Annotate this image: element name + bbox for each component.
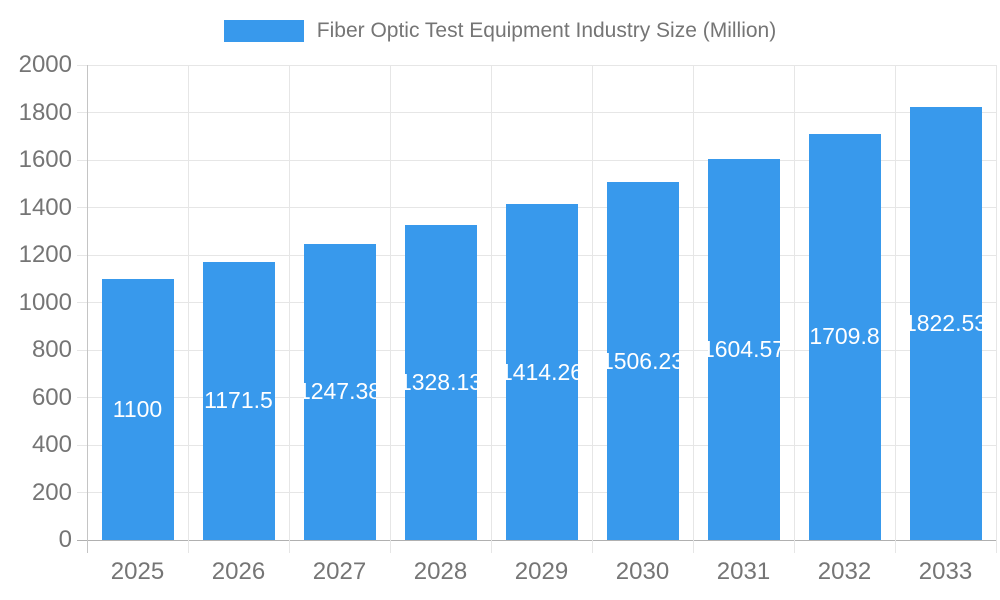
y-axis-label: 400	[31, 431, 72, 458]
bar-text: 1604.57	[707, 335, 780, 362]
y-axis-label: 800	[31, 336, 72, 363]
gridline-vertical	[995, 65, 997, 540]
gridline-horizontal	[87, 112, 996, 113]
bar[interactable]: 1171.5	[202, 261, 275, 540]
bar-text: 1414.26	[505, 358, 578, 385]
gridline-vertical	[288, 65, 290, 540]
bar[interactable]: 1709.8	[808, 133, 881, 540]
y-axis-label: 0	[58, 526, 72, 553]
bar-text: 1506.23	[606, 347, 679, 374]
bar-text: 1171.5	[204, 387, 273, 414]
x-axis-label: 2028	[413, 558, 468, 585]
y-axis-tick	[77, 302, 87, 303]
gridline-vertical	[692, 65, 694, 540]
gridline-vertical	[187, 65, 189, 540]
gridline-vertical	[490, 65, 492, 540]
bar[interactable]: 1100	[101, 278, 174, 540]
bar-text: 1247.38	[303, 378, 376, 405]
gridline-vertical	[86, 65, 88, 540]
bar[interactable]: 1506.23	[606, 182, 679, 540]
y-axis-tick	[77, 397, 87, 398]
gridline-vertical	[894, 65, 896, 540]
y-axis-tick	[77, 539, 87, 541]
gridline-vertical	[793, 65, 795, 540]
x-axis-tick	[490, 540, 492, 553]
y-axis-label: 1400	[18, 193, 72, 221]
y-axis-tick	[77, 112, 87, 113]
x-axis-label: 2031	[716, 558, 771, 585]
x-axis-label: 2029	[514, 558, 569, 585]
y-axis-tick	[77, 207, 87, 208]
y-axis-label: 1600	[18, 146, 72, 173]
y-axis-tick	[77, 64, 87, 66]
bar-text: 1328.13	[404, 368, 477, 395]
gridline-horizontal	[87, 539, 996, 541]
gridline-horizontal	[87, 64, 996, 66]
y-axis-label: 2000	[18, 51, 72, 78]
bar-text: 1100	[112, 395, 163, 422]
y-axis-label: 1000	[18, 288, 72, 316]
y-axis-label: 600	[31, 383, 72, 411]
gridline-vertical	[591, 65, 593, 540]
gridline-horizontal	[87, 159, 996, 161]
legend: Fiber Optic Test Equipment Industry Size…	[0, 14, 1000, 48]
legend-label: Fiber Optic Test Equipment Industry Size…	[316, 19, 777, 42]
bar[interactable]: 1328.13	[404, 224, 477, 540]
y-axis-tick	[77, 492, 87, 493]
y-axis-tick	[77, 444, 87, 446]
x-axis-label: 2032	[817, 558, 872, 585]
x-axis-label: 2026	[211, 558, 266, 585]
x-axis-tick	[995, 540, 997, 553]
x-axis-tick	[793, 540, 795, 553]
legend-swatch-icon	[223, 20, 304, 42]
y-axis-tick	[77, 349, 87, 351]
bar[interactable]: 1414.26	[505, 204, 578, 540]
bar[interactable]: 1604.57	[707, 158, 780, 540]
y-axis-tick	[77, 159, 87, 161]
x-axis-tick	[591, 540, 593, 553]
x-axis-tick	[894, 540, 896, 553]
bar-text: 1709.8	[809, 323, 880, 350]
x-axis-label: 2027	[312, 558, 367, 585]
x-axis-tick	[288, 540, 290, 553]
bar[interactable]: 1822.53	[909, 107, 982, 540]
y-axis-label: 200	[31, 478, 72, 506]
x-axis-tick	[187, 540, 189, 553]
y-axis-label: 1200	[18, 241, 72, 268]
y-axis-tick	[77, 254, 87, 256]
y-axis-label: 1800	[18, 98, 72, 126]
x-axis-label: 2025	[110, 558, 165, 585]
bar-text: 1822.53	[909, 310, 982, 337]
x-axis-tick	[389, 540, 391, 553]
gridline-vertical	[389, 65, 391, 540]
x-axis-tick	[692, 540, 694, 553]
x-axis-label: 2030	[615, 558, 670, 585]
legend-item[interactable]: Fiber Optic Test Equipment Industry Size…	[223, 19, 777, 43]
bar[interactable]: 1247.38	[303, 243, 376, 540]
x-axis-tick	[86, 540, 88, 553]
x-axis-label: 2033	[918, 558, 973, 585]
